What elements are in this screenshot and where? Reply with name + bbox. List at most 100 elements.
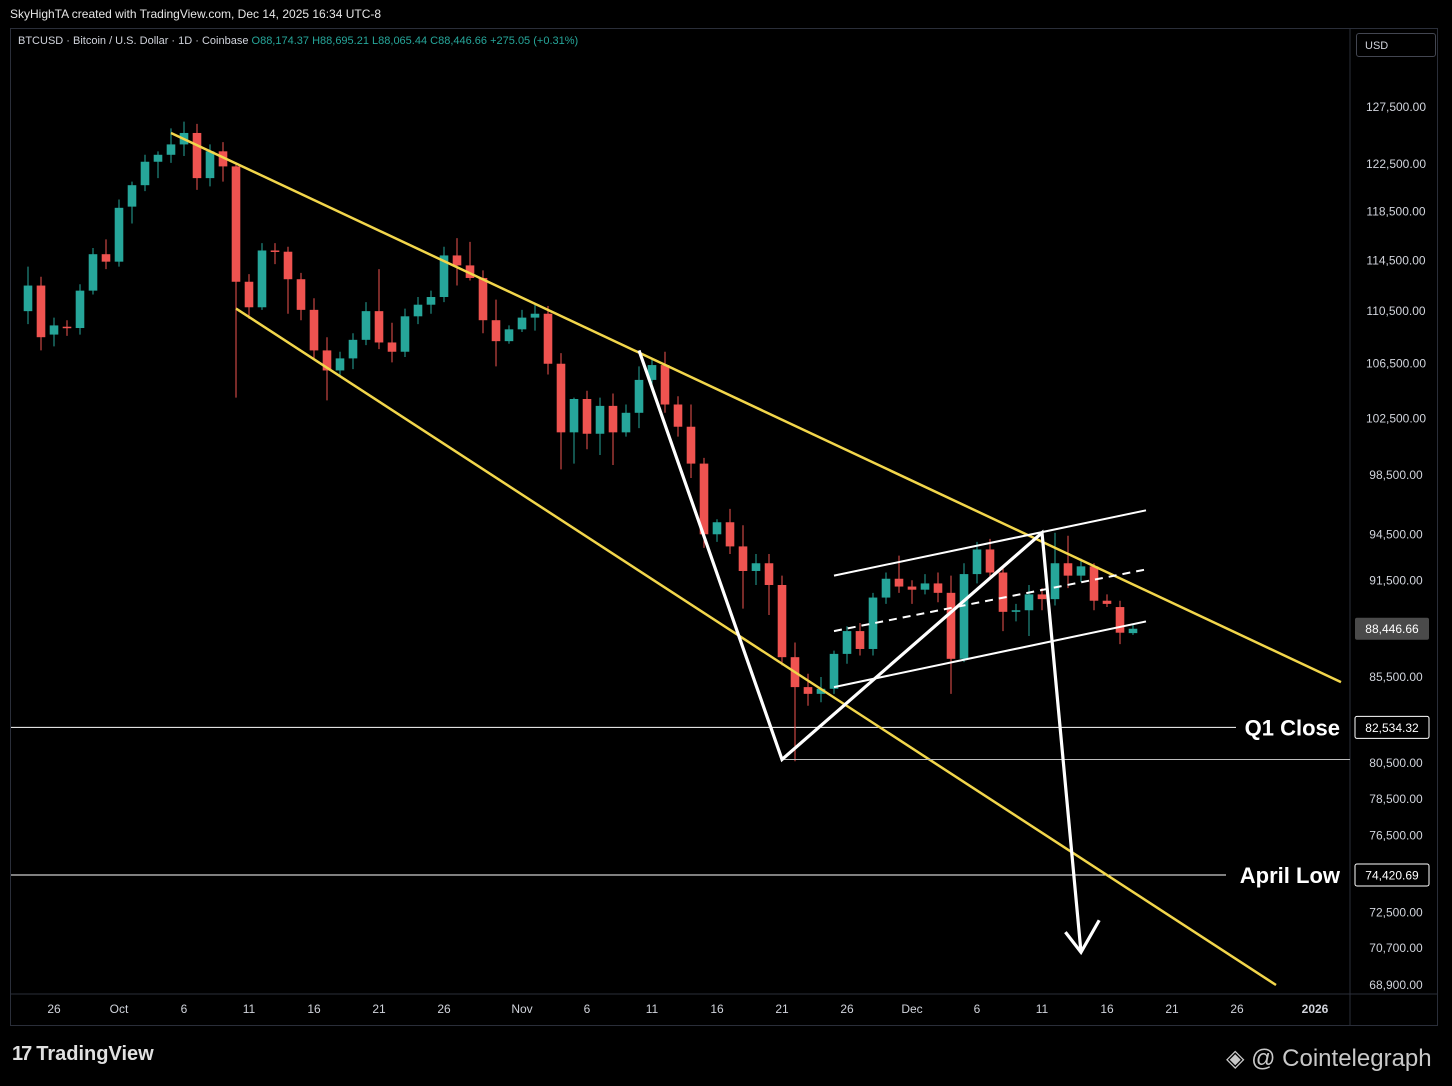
x-tick-label: 16	[710, 1002, 724, 1016]
y-tick-label: 78,500.00	[1369, 792, 1423, 806]
candle	[1050, 532, 1060, 606]
candle	[101, 239, 111, 270]
candle	[88, 248, 98, 295]
candle	[530, 303, 540, 331]
candle	[374, 269, 384, 350]
candle-body	[855, 631, 865, 649]
candle	[881, 572, 891, 604]
tradingview-logo-text: TradingView	[36, 1043, 154, 1065]
candle-body	[647, 365, 657, 380]
candle-body	[933, 583, 943, 593]
candle	[946, 575, 956, 694]
price-label-box	[1355, 617, 1429, 640]
candle	[1115, 600, 1125, 645]
candle	[309, 298, 319, 360]
x-tick-label: 21	[1165, 1002, 1179, 1016]
candle-body	[842, 631, 852, 654]
candle-body	[413, 304, 423, 317]
candle-body	[1011, 610, 1021, 612]
candle-body	[907, 586, 917, 590]
candle-body	[595, 405, 605, 434]
candle-body	[829, 653, 839, 689]
wedge-trendline	[170, 131, 1342, 684]
candle-body	[283, 251, 293, 280]
candle-body	[1037, 594, 1047, 600]
candle	[270, 243, 280, 265]
candle-body	[660, 365, 670, 405]
x-tick-label: 11	[646, 1002, 659, 1016]
candle	[36, 276, 46, 351]
candle-body	[348, 339, 358, 359]
candle	[933, 572, 943, 603]
candle	[413, 297, 423, 325]
candle-body	[452, 255, 462, 266]
y-tick-label: 110,500.00	[1366, 304, 1425, 318]
candle	[1037, 588, 1047, 611]
channel-median-line	[833, 568, 1147, 633]
candle-body	[465, 265, 475, 278]
candle-body	[686, 426, 696, 464]
x-tick-label: 26	[1230, 1002, 1244, 1016]
candle	[985, 538, 995, 579]
candle	[738, 525, 748, 609]
candle-body	[140, 161, 150, 186]
candle-body	[998, 572, 1008, 612]
candle-body	[374, 311, 384, 343]
y-tick-label: 94,500.00	[1369, 527, 1423, 541]
y-tick-label: 98,500.00	[1369, 468, 1423, 482]
currency-selector[interactable]: USD	[1356, 33, 1436, 57]
candle-body	[1050, 563, 1060, 600]
candle-body	[1089, 566, 1099, 601]
candle	[361, 302, 371, 346]
candle-body	[608, 405, 618, 433]
y-tick-label: 80,500.00	[1369, 756, 1423, 770]
tradingview-logo-icon: 17	[12, 1043, 32, 1065]
candle-body	[725, 522, 735, 547]
candle	[920, 574, 930, 595]
candle	[348, 333, 358, 370]
candle	[244, 274, 254, 319]
candle-body	[504, 329, 514, 342]
candle	[75, 284, 85, 335]
y-tick-label: 85,500.00	[1369, 670, 1423, 684]
candle-body	[114, 207, 124, 262]
channel-upper-line	[833, 509, 1147, 577]
candle	[296, 272, 306, 321]
candle-body	[205, 151, 215, 179]
cointelegraph-watermark: ◈ @ Cointelegraph	[1226, 1044, 1432, 1073]
candle	[439, 246, 449, 303]
x-tick-label: 16	[1100, 1002, 1114, 1016]
level-name: April Low	[1240, 863, 1341, 888]
candle-body	[231, 166, 241, 282]
candle	[127, 181, 137, 224]
candle	[257, 243, 267, 310]
candle-body	[296, 279, 306, 310]
candle	[335, 351, 345, 378]
candle-body	[257, 250, 267, 308]
candle	[556, 353, 566, 470]
candle-body	[23, 285, 33, 312]
candle	[608, 393, 618, 466]
x-tick-label: Nov	[511, 1002, 532, 1016]
symbol-legend: BTCUSD · Bitcoin / U.S. Dollar · 1D · Co…	[18, 35, 578, 47]
candle-body	[1102, 600, 1112, 604]
candle	[569, 397, 579, 464]
x-tick-label: Oct	[110, 1002, 129, 1016]
price-label-box	[1354, 863, 1430, 887]
candle	[998, 566, 1008, 632]
candle	[959, 563, 969, 663]
attribution-text: SkyHighTA created with TradingView.com, …	[10, 7, 382, 21]
candle-body	[400, 316, 410, 352]
candle-body	[738, 546, 748, 571]
y-tick-label: 106,500.00	[1366, 357, 1426, 371]
candle-body	[218, 151, 228, 167]
candle	[1128, 624, 1138, 635]
candle	[907, 580, 917, 604]
candle-body	[361, 311, 371, 340]
candle	[426, 290, 436, 314]
candle	[231, 162, 241, 398]
chart-frame[interactable]	[10, 28, 1438, 1026]
ohlc-low: L88,065.44	[372, 35, 428, 47]
candle	[686, 404, 696, 479]
